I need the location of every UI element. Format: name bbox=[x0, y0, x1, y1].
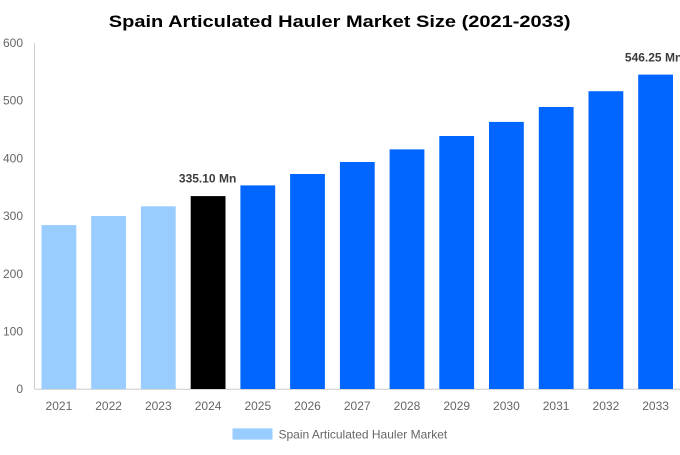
svg-text:100: 100 bbox=[3, 325, 23, 339]
svg-text:546.25 Mn: 546.25 Mn bbox=[625, 51, 680, 65]
svg-text:2028: 2028 bbox=[394, 399, 421, 413]
svg-text:2027: 2027 bbox=[344, 399, 371, 413]
svg-text:2026: 2026 bbox=[294, 399, 321, 413]
svg-text:200: 200 bbox=[3, 267, 23, 281]
svg-text:335.10 Mn: 335.10 Mn bbox=[179, 171, 236, 185]
svg-text:2021: 2021 bbox=[46, 399, 73, 413]
svg-text:2023: 2023 bbox=[145, 399, 172, 413]
svg-text:2030: 2030 bbox=[493, 399, 520, 413]
svg-text:2029: 2029 bbox=[443, 399, 470, 413]
svg-text:2033: 2033 bbox=[642, 399, 669, 413]
svg-text:Spain Articulated Hauler Marke: Spain Articulated Hauler Market Size (20… bbox=[109, 12, 571, 31]
svg-text:600: 600 bbox=[3, 36, 23, 50]
svg-text:2022: 2022 bbox=[95, 399, 122, 413]
svg-text:300: 300 bbox=[3, 209, 23, 223]
svg-text:2032: 2032 bbox=[593, 399, 620, 413]
svg-text:2025: 2025 bbox=[244, 399, 271, 413]
svg-text:0: 0 bbox=[16, 382, 23, 396]
svg-text:2024: 2024 bbox=[195, 399, 222, 413]
svg-text:500: 500 bbox=[3, 94, 23, 108]
svg-text:400: 400 bbox=[3, 151, 23, 165]
svg-text:Spain Articulated Hauler Marke: Spain Articulated Hauler Market bbox=[279, 427, 448, 441]
svg-text:2031: 2031 bbox=[543, 399, 570, 413]
